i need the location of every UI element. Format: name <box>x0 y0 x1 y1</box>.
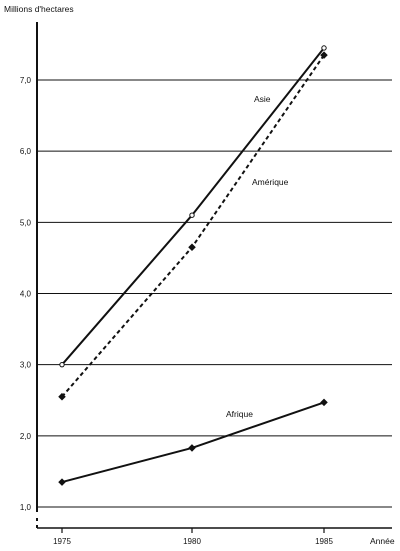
data-point <box>188 243 196 252</box>
series-label-2: Afrique <box>226 409 253 419</box>
data-point <box>321 45 327 51</box>
series-label-0: Asie <box>254 94 271 104</box>
data-point <box>320 51 328 59</box>
y-tick-label: 6,0 <box>20 147 32 156</box>
data-point <box>189 212 195 218</box>
data-point <box>320 398 328 407</box>
series-line-asie <box>61 46 325 366</box>
y-tick-label: 1,0 <box>20 503 32 512</box>
series-line-amérique <box>61 54 325 398</box>
x-tick-label: 1975 <box>53 537 71 546</box>
x-tick-label: 1980 <box>183 537 201 546</box>
y-tick-label: 7,0 <box>20 76 32 85</box>
data-point <box>58 392 66 401</box>
axes <box>36 22 392 533</box>
series-layer <box>58 45 328 486</box>
data-point <box>58 478 66 486</box>
data-point <box>188 444 196 452</box>
y-tick-label: 5,0 <box>20 218 32 227</box>
labels: 1,0 2,0 3,0 4,0 5,0 6,0 7,0 1975 1980 1985 Million… <box>4 4 395 546</box>
data-point <box>59 361 65 368</box>
x-axis-title: Année <box>370 536 395 546</box>
series-label-1: Amérique <box>252 177 289 187</box>
x-tick-label: 1985 <box>315 537 333 546</box>
y-tick-label: 3,0 <box>20 361 32 370</box>
grid <box>37 79 392 508</box>
series-line-afrique <box>61 401 325 484</box>
y-axis-title: Millions d'hectares <box>4 4 74 14</box>
y-tick-label: 4,0 <box>20 290 32 299</box>
y-tick-label: 2,0 <box>20 432 32 441</box>
